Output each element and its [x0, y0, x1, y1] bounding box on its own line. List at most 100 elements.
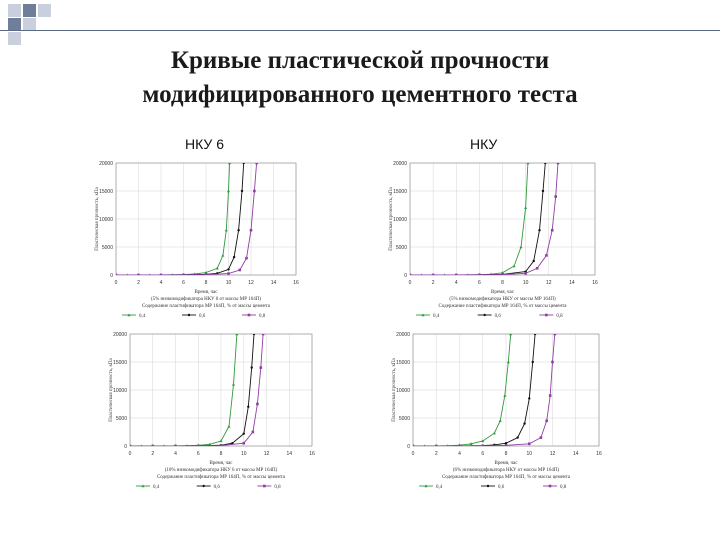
- x-tick-label: 0: [115, 280, 118, 286]
- data-point: [413, 444, 415, 446]
- data-point: [504, 442, 508, 445]
- data-point: [478, 273, 481, 275]
- x-tick-label: 2: [435, 451, 438, 457]
- data-point: [524, 206, 528, 209]
- data-point: [137, 273, 140, 275]
- y-tick-label: 15000: [113, 360, 127, 366]
- x-tick-label: 16: [293, 280, 299, 286]
- x-tick-label: 4: [455, 280, 458, 286]
- chart-note: (10% низкомодификатора НКУ 6 от массы МР…: [165, 468, 278, 473]
- y-tick-label: 20000: [393, 161, 407, 167]
- data-point: [492, 431, 496, 435]
- legend-label: 0,6: [495, 314, 502, 319]
- legend-marker: [141, 484, 145, 488]
- legend-marker: [202, 484, 205, 488]
- legend-label: 0,8: [274, 485, 281, 490]
- y-tick-label: 5000: [116, 416, 127, 422]
- data-point: [504, 444, 508, 446]
- data-point: [469, 442, 473, 445]
- chart-note: (6% низкомодификатора НКУ от массы МР 16…: [453, 468, 560, 473]
- y-tick-label: 10000: [99, 217, 113, 223]
- legend-label: 0,8: [556, 314, 563, 319]
- x-tick-label: 10: [226, 280, 232, 286]
- x-tick-label: 8: [220, 451, 223, 457]
- x-axis-label: Время, час: [210, 461, 234, 466]
- legend-label: 0,4: [153, 485, 160, 490]
- x-axis-label: Время, час: [195, 290, 219, 295]
- legend-marker: [545, 313, 548, 317]
- y-tick-label: 10000: [113, 388, 127, 394]
- x-tick-label: 16: [596, 451, 602, 457]
- data-point: [256, 402, 259, 406]
- chart-note: Содержание пластификатора МР 164П, % от …: [142, 304, 271, 309]
- legend-label: 0,6: [214, 485, 221, 490]
- y-tick-label: 15000: [396, 360, 410, 366]
- legend-label: 0,6: [199, 314, 206, 319]
- data-point: [545, 254, 548, 257]
- chart-note: Содержание пластификатора МР 164П, % от …: [438, 304, 567, 309]
- x-axis-label: Время, час: [491, 290, 515, 295]
- legend-marker: [187, 313, 191, 317]
- data-point: [531, 360, 534, 364]
- data-point: [228, 163, 232, 165]
- y-tick-label: 5000: [396, 245, 407, 251]
- legend-marker: [486, 484, 490, 488]
- x-tick-label: 6: [197, 451, 200, 457]
- data-point: [204, 271, 208, 274]
- x-tick-label: 14: [286, 451, 292, 457]
- deco-square: [8, 18, 21, 31]
- title-line-1: Кривые пластической прочности: [170, 47, 550, 74]
- x-tick-label: 4: [458, 451, 461, 457]
- data-point: [237, 229, 240, 232]
- chart-note: (5% низкомодификатора НКУ 6 от массы МР …: [151, 297, 261, 302]
- data-point: [242, 163, 245, 165]
- x-tick-label: 8: [505, 451, 508, 457]
- data-point: [249, 228, 253, 232]
- data-point: [245, 256, 248, 260]
- data-point: [528, 397, 531, 400]
- data-point: [252, 334, 256, 336]
- y-tick-label: 0: [110, 273, 113, 279]
- legend-marker: [127, 313, 131, 317]
- chart-note: (5% низкомодификатора НКУ от массы МР 16…: [449, 297, 556, 302]
- x-tick-label: 12: [264, 451, 270, 457]
- deco-square: [8, 4, 21, 17]
- data-point: [231, 442, 234, 445]
- data-point: [501, 273, 504, 275]
- legend-label: 0,8: [560, 485, 567, 490]
- slide-title: Кривые пластической прочности модифициро…: [0, 44, 720, 112]
- column-label-left: НКУ 6: [185, 136, 224, 152]
- legend-marker: [247, 313, 251, 317]
- data-point: [221, 253, 225, 257]
- y-tick-label: 5000: [399, 416, 410, 422]
- data-point: [255, 163, 258, 165]
- data-point: [527, 442, 531, 446]
- x-tick-label: 4: [174, 451, 177, 457]
- data-point: [251, 430, 255, 434]
- x-tick-label: 14: [569, 280, 575, 286]
- y-axis-label: Пластическая прочность, кПа: [109, 358, 114, 422]
- x-tick-label: 10: [241, 451, 247, 457]
- data-point: [219, 439, 223, 443]
- data-point: [516, 436, 519, 439]
- x-tick-label: 8: [205, 280, 208, 286]
- data-point: [116, 273, 118, 275]
- legend-label: 0,8: [259, 314, 266, 319]
- data-point: [232, 382, 236, 386]
- x-tick-label: 0: [412, 451, 415, 457]
- data-point: [481, 439, 485, 443]
- data-point: [541, 189, 545, 193]
- y-tick-label: 10000: [393, 217, 407, 223]
- x-tick-label: 0: [129, 451, 132, 457]
- data-point: [544, 163, 547, 165]
- chart-note: Содержание пластификатора МР 164П, % от …: [157, 475, 286, 480]
- series-group: [130, 334, 265, 446]
- data-point: [503, 394, 507, 397]
- chart-top-right: 0 5000 10000 15000 20000 0 2 4 6 8 10 12 14 16 Пластич…: [389, 161, 598, 319]
- data-point: [227, 268, 230, 271]
- data-point: [261, 334, 265, 336]
- y-tick-label: 15000: [393, 189, 407, 195]
- x-tick-label: 8: [501, 280, 504, 286]
- x-tick-label: 10: [526, 451, 532, 457]
- data-point: [535, 266, 539, 270]
